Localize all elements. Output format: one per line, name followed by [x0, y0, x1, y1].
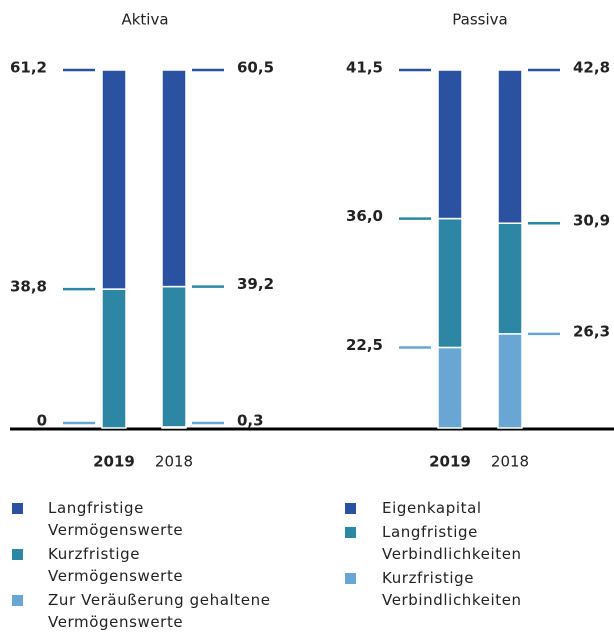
legend-swatch: [345, 527, 356, 538]
data-label: 26,3: [573, 322, 610, 340]
x-tick-label: 2018: [491, 453, 529, 471]
data-label: 22,5: [346, 336, 383, 354]
legend-item: Kurzfristige Verbindlichkeiten: [345, 567, 582, 611]
legend-item: Zur Veräußerung gehaltene Vermögenswerte: [12, 589, 318, 633]
data-label: 38,8: [10, 278, 47, 296]
legend-swatch: [12, 549, 23, 560]
bar-segment: [497, 333, 523, 429]
bar-segment: [161, 285, 187, 428]
legend-swatch: [345, 573, 356, 584]
data-label: 0,3: [237, 412, 264, 430]
data-label: 41,5: [346, 59, 383, 77]
x-tick-label: 2018: [155, 453, 193, 471]
legend-label: Eigenkapital: [382, 499, 482, 517]
x-tick-label: 2019: [93, 453, 135, 471]
bar-segment: [101, 69, 127, 290]
data-label: 61,2: [10, 59, 47, 77]
legend: Langfristige Vermögenswerte Kurzfristige …: [12, 497, 318, 633]
legend-swatch: [345, 503, 356, 514]
bar-segment: [497, 69, 523, 224]
legend-label: Kurzfristige Verbindlichkeiten: [382, 569, 522, 609]
legend-label: Zur Veräußerung gehaltene Vermögenswerte: [48, 591, 271, 631]
bar-segment: [497, 222, 523, 335]
data-label: 30,9: [573, 212, 610, 230]
legend-item: Eigenkapital: [345, 497, 582, 519]
data-label: 60,5: [237, 59, 274, 77]
bar-segment: [437, 69, 463, 220]
data-label: 42,8: [573, 59, 610, 77]
legend-label: Langfristige Verbindlichkeiten: [382, 523, 522, 563]
legend-swatch: [12, 503, 23, 514]
bar-segment: [101, 288, 127, 429]
legend-swatch: [12, 595, 23, 606]
data-label: 39,2: [237, 275, 274, 293]
data-label: 36,0: [346, 207, 383, 225]
legend-label: Kurzfristige Vermögenswerte: [48, 545, 184, 585]
legend-label: Langfristige Vermögenswerte: [48, 499, 184, 539]
chart-title: Passiva: [452, 11, 507, 29]
legend: Eigenkapital Langfristige Verbindlichkeit…: [345, 497, 582, 611]
bar-segment: [161, 69, 187, 288]
legend-item: Langfristige Vermögenswerte: [12, 497, 188, 541]
data-label: 0: [37, 412, 47, 430]
legend-item: Langfristige Verbindlichkeiten: [345, 521, 582, 565]
bar-segment: [437, 346, 463, 429]
x-tick-label: 2019: [429, 453, 471, 471]
legend-item: Kurzfristige Vermögenswerte: [12, 543, 188, 587]
bar-segment: [437, 217, 463, 349]
chart: Aktiva 2019 0 38,8 61,2 2018 0,3 39,2 60,5 Passiv…: [10, 11, 614, 471]
chart-title: Aktiva: [121, 11, 168, 29]
